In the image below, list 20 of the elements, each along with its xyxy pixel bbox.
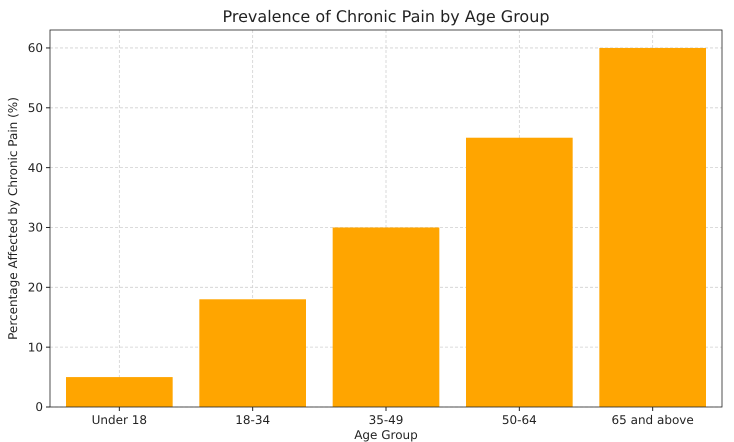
x-tick-label: 65 and above: [612, 413, 694, 427]
y-tick-label: 10: [28, 340, 43, 354]
x-tick-label: 18-34: [235, 413, 270, 427]
bar: [332, 227, 440, 407]
y-tick-label: 0: [35, 400, 43, 414]
chart-title: Prevalence of Chronic Pain by Age Group: [222, 7, 550, 26]
y-axis-title: Percentage Affected by Chronic Pain (%): [6, 97, 20, 340]
bar: [466, 138, 573, 407]
y-tick-label: 20: [28, 280, 43, 295]
x-axis-title: Age Group: [354, 428, 418, 442]
x-tick-label: Under 18: [92, 413, 148, 427]
bar: [66, 377, 173, 407]
y-tick-label: 60: [28, 41, 43, 56]
bar: [199, 299, 306, 407]
x-tick-label: 50-64: [502, 413, 537, 427]
y-tick-label: 40: [28, 160, 43, 175]
y-tick-label: 30: [28, 220, 43, 235]
y-tick-label: 50: [28, 100, 43, 115]
x-tick-label: 35-49: [368, 413, 404, 427]
bar: [599, 48, 706, 407]
